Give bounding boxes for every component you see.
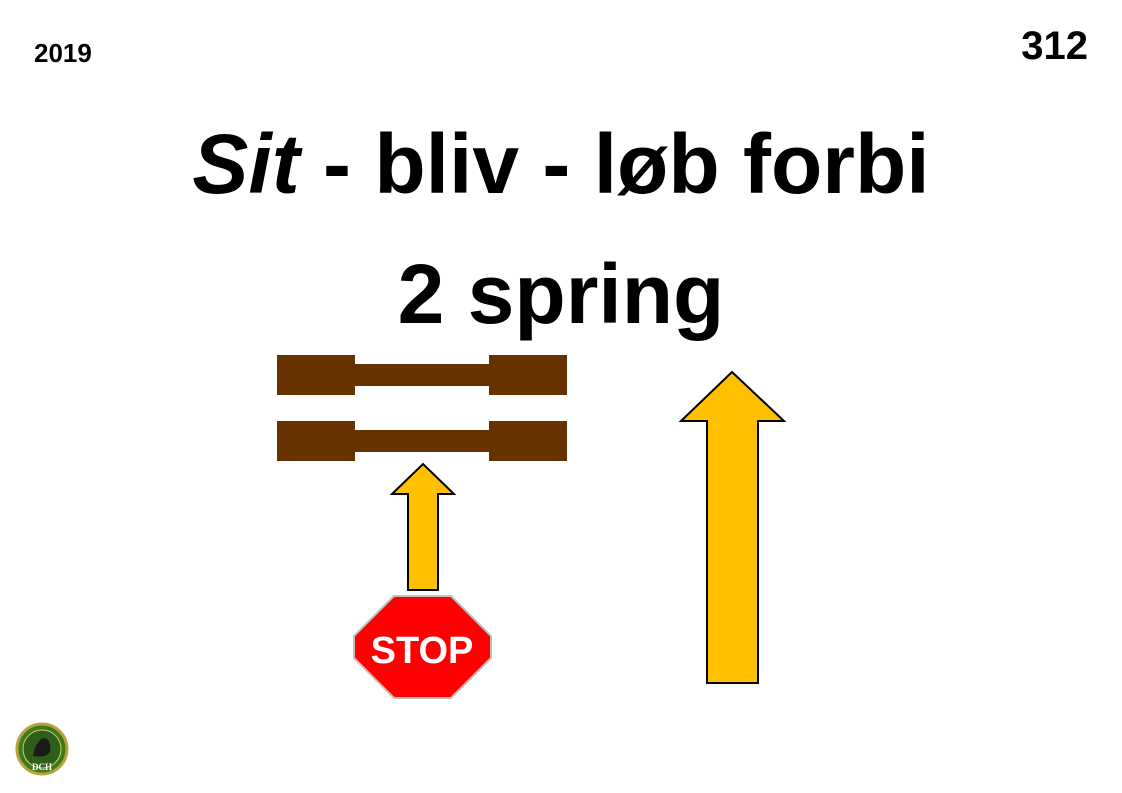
page-title: Sit - bliv - løb forbi xyxy=(0,122,1122,206)
page-subtitle: 2 spring xyxy=(397,247,725,341)
stop-sign: STOP xyxy=(353,595,492,699)
logo-text: DCH xyxy=(32,762,52,772)
hurdle-lower xyxy=(277,421,567,461)
stop-sign-label: STOP xyxy=(371,630,474,672)
title-rest: - bliv - løb forbi xyxy=(299,117,930,211)
handler-path-arrow xyxy=(678,370,787,684)
title-italic-word: Sit xyxy=(192,117,300,211)
hurdle-upper xyxy=(277,355,567,395)
stop-sign-icon xyxy=(353,595,492,699)
club-logo-icon: DCH xyxy=(15,722,69,776)
dog-path-arrow xyxy=(389,462,457,591)
sign-number: 312 xyxy=(1021,24,1088,68)
year-label: 2019 xyxy=(34,38,92,68)
